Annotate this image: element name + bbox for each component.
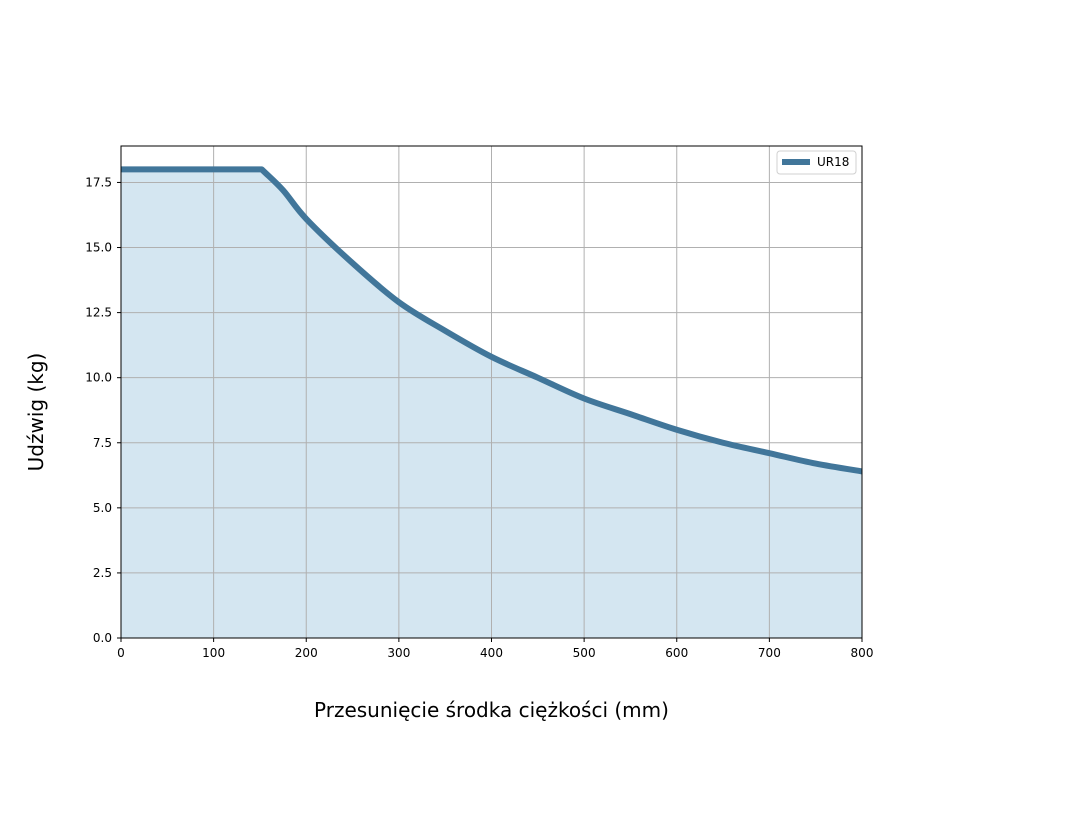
legend-label-ur18: UR18	[817, 155, 849, 169]
y-tick-label: 10.0	[85, 371, 112, 385]
x-tick-label: 500	[573, 646, 596, 660]
y-axis-title: Udźwig (kg)	[24, 353, 48, 472]
x-tick-label: 400	[480, 646, 503, 660]
y-tick-label: 7.5	[93, 436, 112, 450]
y-tick-label: 12.5	[85, 306, 112, 320]
y-tick-label: 0.0	[93, 631, 112, 645]
line-layer	[121, 166, 863, 475]
x-tick-label: 0	[117, 646, 125, 660]
y-tick-label: 2.5	[93, 566, 112, 580]
x-tick-label: 600	[665, 646, 688, 660]
tick-layer: 0 100 200 300 400 500 600 700 800 0.0 2.5 5.0 7.5 10.…	[85, 175, 873, 660]
y-tick-label: 5.0	[93, 501, 112, 515]
y-tick-label: 17.5	[85, 175, 112, 189]
x-tick-label: 800	[851, 646, 874, 660]
x-axis-title: Przesunięcie środka ciężkości (mm)	[314, 698, 669, 722]
y-tick-label: 15.0	[85, 241, 112, 255]
legend: UR18	[776, 150, 857, 175]
legend-box	[776, 150, 857, 175]
x-tick-label: 300	[387, 646, 410, 660]
series-line-ur18	[121, 166, 863, 475]
x-tick-label: 100	[202, 646, 225, 660]
x-tick-label: 200	[295, 646, 318, 660]
x-tick-label: 700	[758, 646, 781, 660]
